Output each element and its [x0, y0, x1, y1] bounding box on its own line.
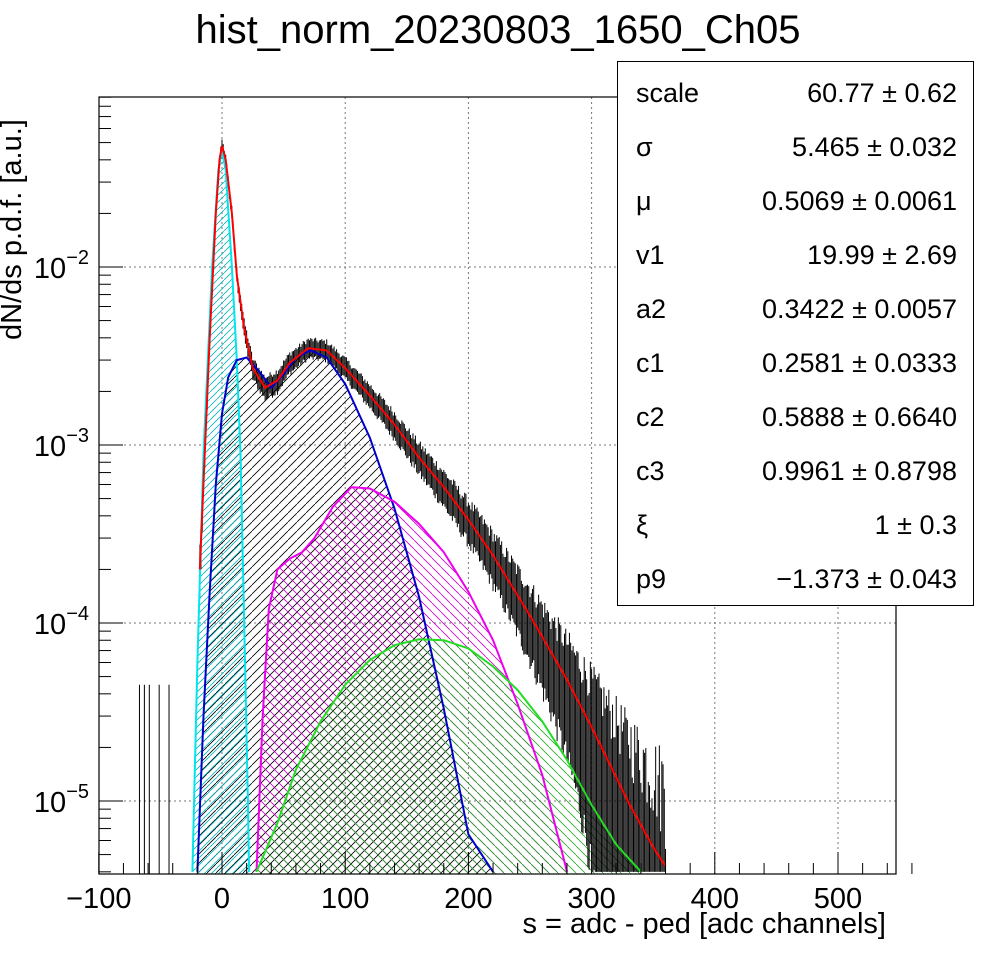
axis-ticks: −100 0 100 200 300 400 500 10−2 10−3 10−4 10−5 — [34, 96, 913, 915]
stats-row-c2: c2 0.5888 ± 0.6640 — [618, 390, 973, 444]
stats-param-name: σ — [636, 132, 653, 162]
stats-param-value: 0.5069 ± 0.0061 — [762, 186, 957, 216]
stats-row-c3: c3 0.9961 ± 0.8798 — [618, 444, 973, 498]
stats-param-name: ξ — [636, 510, 649, 540]
x-axis-label: s = adc - ped [adc channels] — [522, 908, 886, 940]
pedestal-fit-curve — [191, 150, 251, 872]
x-tick-label: 400 — [691, 883, 739, 915]
x-tick-label: 300 — [567, 883, 615, 915]
stats-param-name: c2 — [636, 402, 665, 432]
stats-param-value: 60.77 ± 0.62 — [807, 78, 957, 108]
stats-param-value: −1.373 ± 0.043 — [776, 564, 957, 594]
x-tick-label: 0 — [214, 883, 230, 915]
stats-row-a2: a2 0.3422 ± 0.0057 — [618, 282, 973, 336]
y-tick-label: 10−5 — [34, 781, 89, 819]
stats-param-value: 0.5888 ± 0.6640 — [762, 402, 957, 432]
stats-param-value: 0.9961 ± 0.8798 — [762, 456, 957, 486]
stats-row-xi: ξ 1 ± 0.3 — [618, 498, 973, 552]
green-fill-area — [256, 639, 641, 874]
x-tick-label: 100 — [321, 883, 369, 915]
stats-param-name: c1 — [636, 348, 665, 378]
stats-row-mu: μ 0.5069 ± 0.0061 — [618, 174, 973, 228]
stats-row-c1: c1 0.2581 ± 0.0333 — [618, 336, 973, 390]
y-tick-label: 10−3 — [34, 425, 89, 463]
stats-row-scale: scale 60.77 ± 0.62 — [618, 66, 973, 120]
x-tick-label: 200 — [444, 883, 492, 915]
stats-param-value: 0.3422 ± 0.0057 — [762, 294, 957, 324]
fit-curves — [191, 145, 667, 873]
component-fills — [192, 150, 641, 874]
y-tick-label: 10−4 — [34, 603, 89, 641]
stats-param-value: 19.99 ± 2.69 — [807, 240, 957, 270]
triple-pe-curve — [255, 638, 642, 873]
stats-param-name: a2 — [636, 294, 667, 324]
fit-stats-box: scale 60.77 ± 0.62 σ 5.465 ± 0.032 μ 0.5069… — [617, 61, 974, 606]
double-pe-curve — [255, 486, 568, 873]
stats-param-value: 5.465 ± 0.032 — [792, 132, 957, 162]
stats-param-name: c3 — [636, 456, 665, 486]
stats-param-value: 0.2581 ± 0.0333 — [762, 348, 957, 378]
x-tick-label: −100 — [66, 883, 131, 915]
chart-title: hist_norm_20230803_1650_Ch05 — [195, 8, 801, 52]
stats-param-name: v1 — [636, 240, 665, 270]
x-tick-label: 500 — [814, 883, 862, 915]
stats-row-sigma: σ 5.465 ± 0.032 — [618, 120, 973, 174]
stats-param-name: μ — [636, 186, 652, 216]
y-tick-label: 10−2 — [34, 247, 89, 285]
stats-param-name: p9 — [636, 564, 667, 594]
stats-row-p9: p9 −1.373 ± 0.043 — [618, 552, 973, 606]
stats-row-v1: v1 19.99 ± 2.69 — [618, 228, 973, 282]
y-axis-label: dN/ds p.d.f. [a.u.] — [0, 119, 28, 340]
stats-param-value: 1 ± 0.3 — [874, 510, 957, 540]
stats-param-name: scale — [636, 78, 700, 108]
single-pe-curve — [196, 349, 494, 873]
total-fit-curve — [198, 145, 667, 867]
